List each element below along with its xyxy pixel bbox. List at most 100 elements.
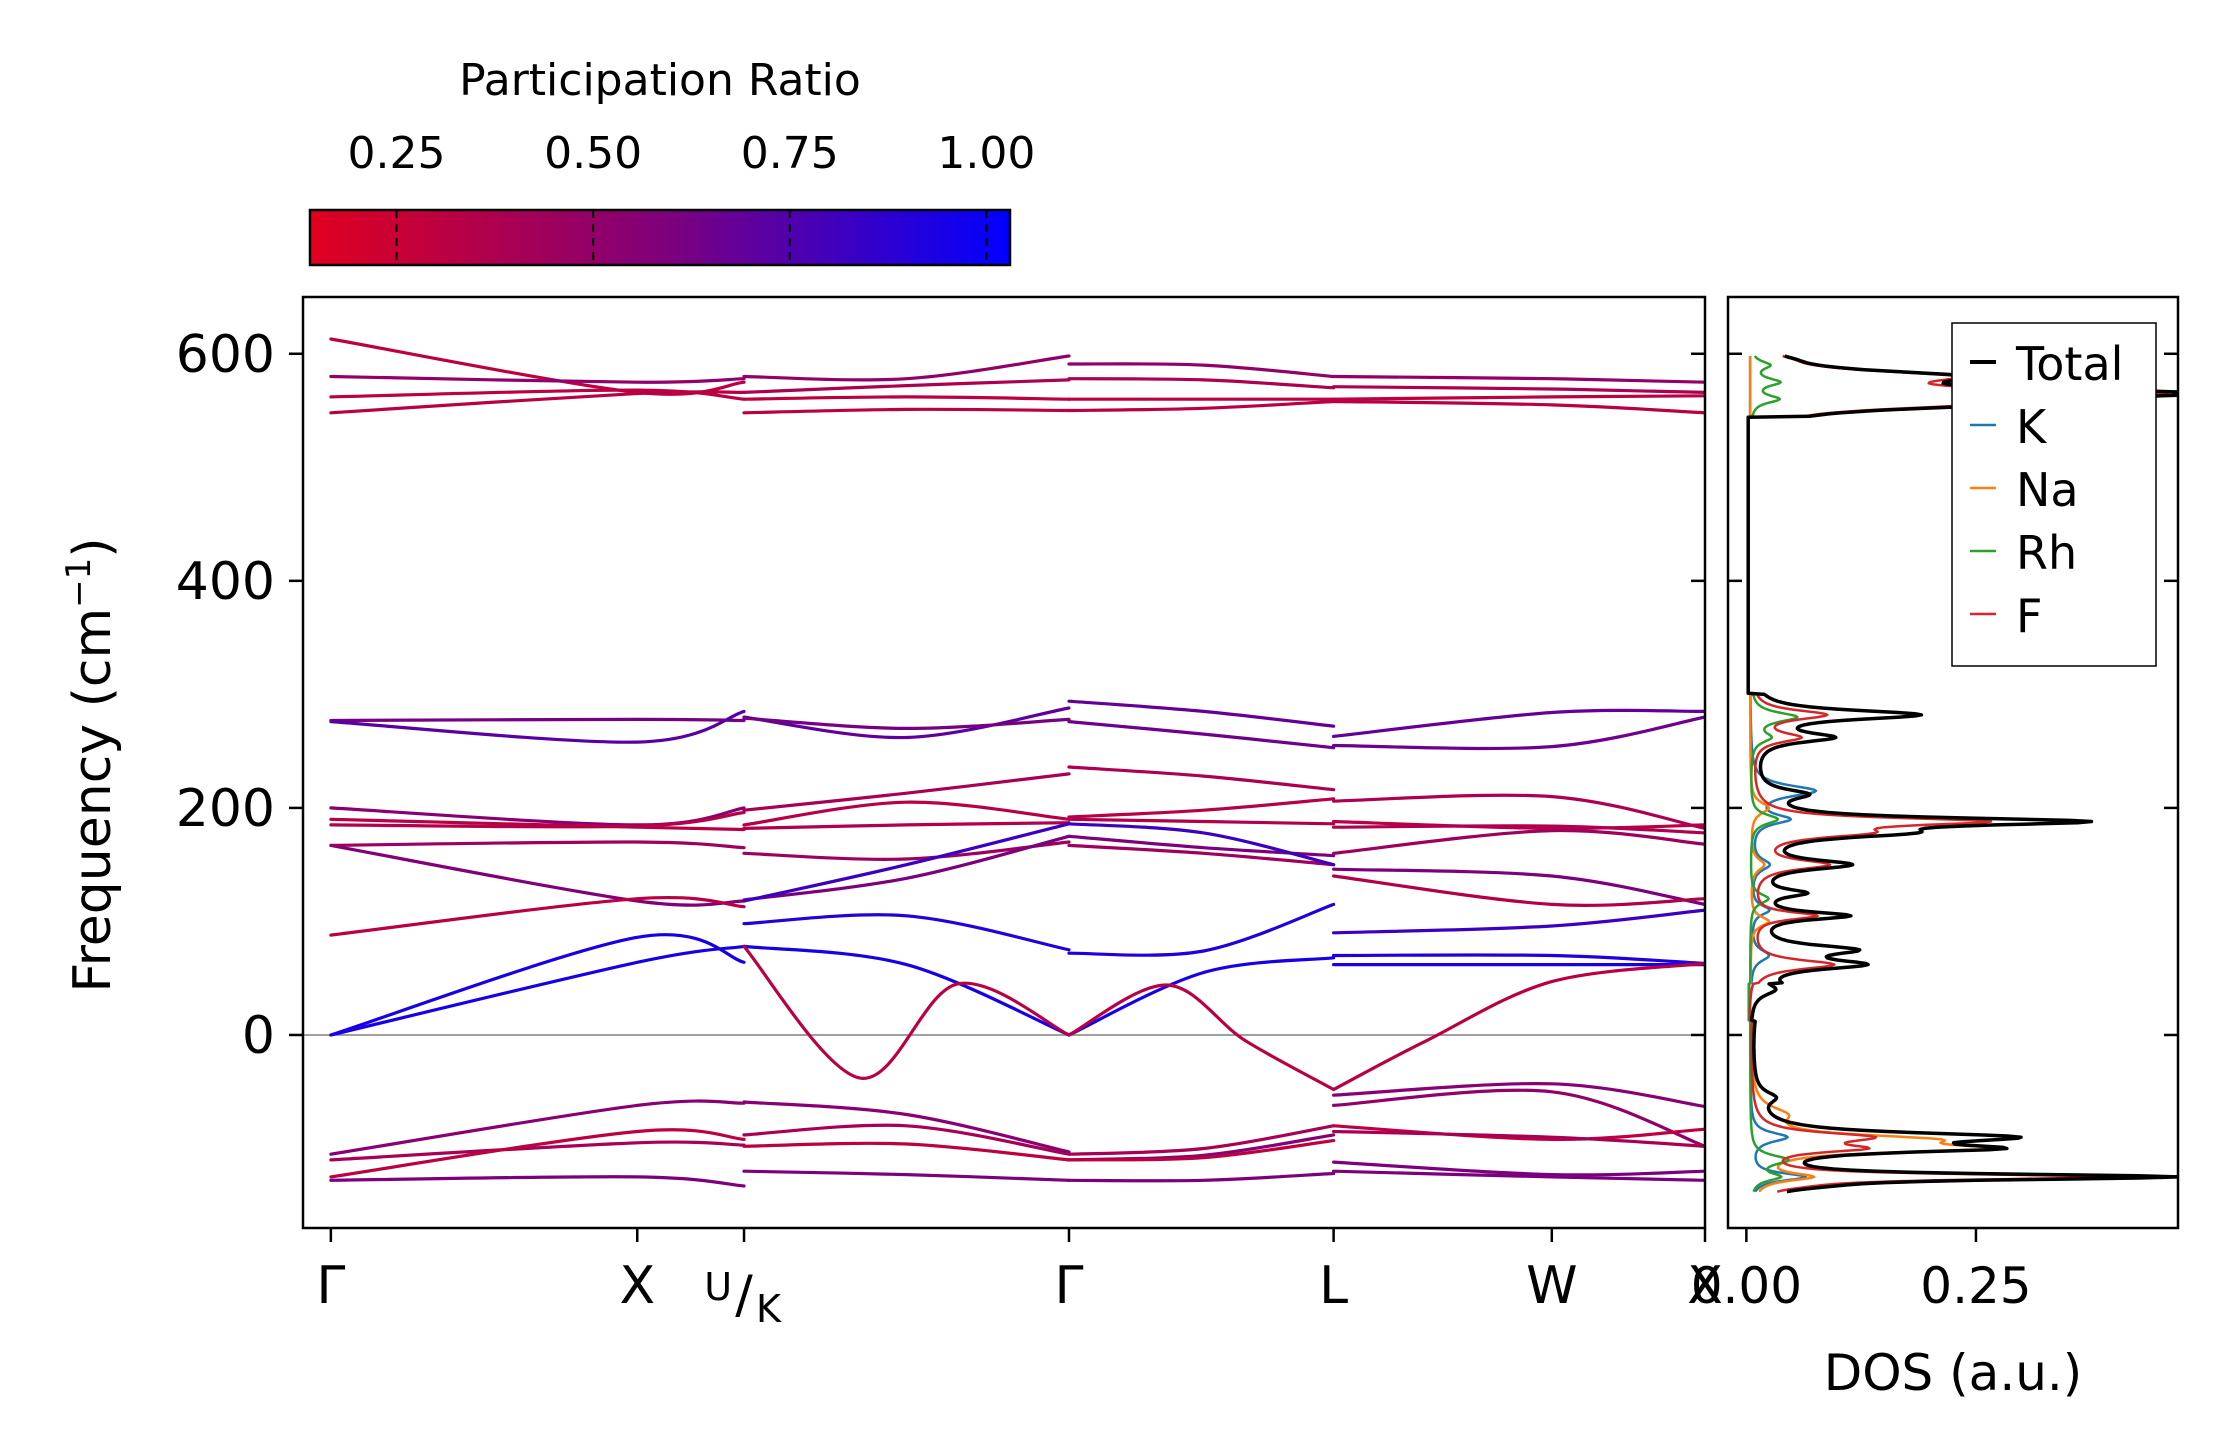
phonon-band xyxy=(329,944,746,1037)
dos-x-tick-label: 0.00 xyxy=(1691,1257,1802,1315)
phonon-band xyxy=(329,717,746,723)
phonon-band xyxy=(1332,1160,1705,1177)
band-x-ticks: Γ X U / K Γ L W X xyxy=(316,1228,1723,1331)
dos-lines xyxy=(1746,354,2178,1194)
band-structure-panel: 0 200 400 600 Γ X U / K Γ L W X Frequency (cm−1) xyxy=(59,295,1723,1331)
phonon-band xyxy=(329,806,746,827)
phonon-band xyxy=(1332,824,1705,835)
phonon-band xyxy=(1332,1169,1705,1182)
phonon-band xyxy=(1067,377,1336,390)
y-tick-label: 0 xyxy=(242,1006,275,1066)
colorbar-tick-label: 1.00 xyxy=(937,128,1035,179)
phonon-band xyxy=(1067,834,1336,858)
legend-label: Rh xyxy=(2016,526,2077,580)
phonon-band xyxy=(1332,874,1705,907)
phonon-band xyxy=(742,354,1071,382)
phonon-band xyxy=(1067,720,1336,750)
phonon-band xyxy=(329,843,746,907)
phonon-band xyxy=(742,1123,1071,1156)
phonon-band xyxy=(742,378,1071,394)
y-tick-label: 600 xyxy=(176,325,275,385)
phonon-band xyxy=(329,1140,746,1162)
legend-label: Na xyxy=(2016,463,2079,517)
k-point-label: X xyxy=(1687,1256,1723,1316)
colorbar-title: Participation Ratio xyxy=(459,55,861,106)
dos-panel: 0.00 0.25 DOS (a.u.) Total K Na Rh F xyxy=(1691,295,2180,1402)
phonon-band xyxy=(742,1141,1071,1162)
colorbar-ticks: 0.25 0.50 0.75 1.00 xyxy=(348,128,1035,265)
phonon-band xyxy=(742,944,1071,1080)
y-tick-label: 200 xyxy=(176,779,275,839)
phonon-band xyxy=(1067,797,1336,819)
colorbar-tick-label: 0.25 xyxy=(348,128,446,179)
phonon-band xyxy=(1332,1081,1705,1109)
phonon-band xyxy=(742,822,1071,903)
colorbar-tick-label: 0.75 xyxy=(741,128,839,179)
phonon-band xyxy=(742,706,1071,740)
dos-x-axis-label: DOS (a.u.) xyxy=(1824,1344,2083,1402)
phonon-band xyxy=(742,395,1071,401)
band-y-axis-label: Frequency (cm−1) xyxy=(59,537,123,992)
phonon-band xyxy=(1067,983,1336,1092)
phonon-band xyxy=(1332,828,1705,855)
k-point-label: L xyxy=(1319,1256,1348,1316)
k-point-slash: / xyxy=(735,1265,753,1325)
colorbar-bar xyxy=(308,208,1012,267)
k-point-label: U xyxy=(704,1265,732,1309)
phonon-band xyxy=(329,390,746,415)
phonon-band xyxy=(742,407,1071,415)
phonon-band xyxy=(1067,843,1336,867)
phonon-band xyxy=(1332,908,1705,935)
k-point-label: X xyxy=(619,1256,655,1316)
phonon-band xyxy=(1332,1124,1705,1142)
phonon-band xyxy=(742,1100,1071,1154)
phonon-band xyxy=(329,1175,746,1188)
phonon-band xyxy=(742,716,1071,731)
phonon-band xyxy=(329,895,746,937)
legend-label: F xyxy=(2016,589,2042,643)
phonon-band xyxy=(329,810,746,829)
legend-label: Total xyxy=(2015,337,2123,391)
dos-x-tick-label: 0.25 xyxy=(1920,1257,2031,1315)
band-axes-frame xyxy=(301,295,1707,1230)
phonon-band xyxy=(1067,362,1336,379)
phonon-band xyxy=(329,374,746,384)
phonon-band xyxy=(1332,953,1705,966)
phonon-band xyxy=(1067,399,1336,413)
phonon-band xyxy=(1332,708,1705,738)
phonon-band xyxy=(1332,867,1705,906)
phonon-band xyxy=(1332,715,1705,751)
colorbar: Participation Ratio 0.25 0.50 0.75 1.00 xyxy=(308,55,1035,267)
phonon-band xyxy=(1332,961,1705,1092)
phonon-band xyxy=(1332,1129,1705,1148)
band-lines xyxy=(329,337,1705,1188)
band-y-ticks: 0 200 400 600 xyxy=(176,325,1705,1066)
k-point-label: Γ xyxy=(1055,1256,1084,1316)
phonon-band xyxy=(1332,374,1705,384)
phonon-band xyxy=(1067,699,1336,728)
phonon-band xyxy=(329,1128,746,1179)
phonon-band xyxy=(1332,1088,1705,1148)
dos-curve-total xyxy=(1746,354,2178,1194)
y-tick-label: 400 xyxy=(176,552,275,612)
legend-box xyxy=(1951,322,2157,667)
phonon-band xyxy=(1067,1139,1336,1162)
colorbar-tick-label: 0.50 xyxy=(544,128,642,179)
phonon-band xyxy=(742,772,1071,812)
phonon-band xyxy=(742,1169,1071,1182)
phonon-band xyxy=(1067,902,1336,957)
phonon-band xyxy=(329,840,746,850)
legend-label: K xyxy=(2016,400,2048,454)
phonon-band xyxy=(1332,385,1705,394)
phonon-band xyxy=(1067,1171,1336,1183)
k-point-label-sub: K xyxy=(756,1287,782,1331)
k-point-label: W xyxy=(1526,1256,1577,1316)
phonon-band xyxy=(1332,399,1705,415)
phonon-band xyxy=(1332,394,1705,401)
phonon-band xyxy=(742,800,1071,827)
k-point-label: Γ xyxy=(316,1256,345,1316)
phonon-band xyxy=(742,944,1071,1037)
phonon-band xyxy=(329,709,746,744)
dos-axes-frame xyxy=(1726,295,2180,1230)
